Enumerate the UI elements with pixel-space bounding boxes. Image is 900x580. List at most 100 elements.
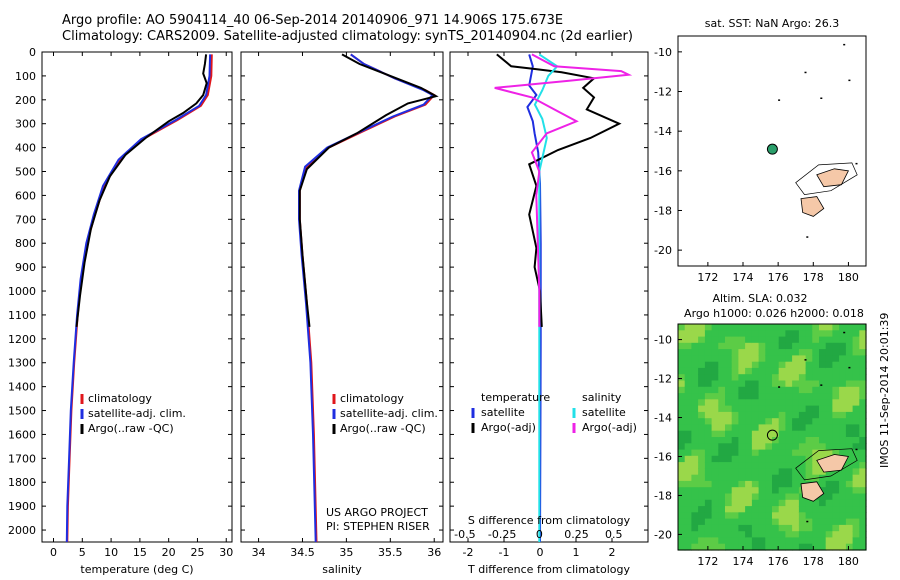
sla-cell bbox=[711, 531, 719, 539]
sla-cell bbox=[772, 367, 780, 375]
sla-cell bbox=[792, 374, 800, 382]
sla-cell bbox=[731, 361, 739, 369]
sla-cell bbox=[698, 324, 706, 331]
sla-cell bbox=[751, 474, 760, 482]
sla-cell bbox=[812, 330, 820, 338]
sla-cell bbox=[785, 443, 793, 451]
sla-cell bbox=[798, 455, 807, 463]
sla-cell bbox=[839, 386, 847, 394]
sla-cell bbox=[751, 524, 760, 532]
difference-legend-label: satellite bbox=[481, 406, 525, 419]
sla-cell bbox=[758, 411, 766, 419]
sla-cell bbox=[758, 380, 766, 388]
sla-cell bbox=[738, 355, 746, 363]
sla-cell bbox=[711, 342, 719, 350]
sla-cell bbox=[738, 405, 746, 413]
difference-legend-title-salinity: salinity bbox=[582, 391, 622, 404]
sla_map-small-island bbox=[804, 359, 807, 361]
sla-cell bbox=[704, 411, 713, 419]
sla-cell bbox=[684, 499, 692, 507]
sla-cell bbox=[765, 349, 773, 356]
sla-cell bbox=[684, 411, 692, 419]
sla-cell bbox=[798, 462, 807, 469]
sla-cell bbox=[704, 474, 713, 482]
sla-cell bbox=[772, 449, 780, 457]
sla-cell bbox=[785, 324, 793, 331]
sla-cell bbox=[745, 374, 753, 382]
sla-cell bbox=[839, 330, 847, 338]
sla-cell bbox=[839, 531, 847, 539]
sla-cell bbox=[718, 449, 726, 457]
sla-cell bbox=[745, 480, 753, 488]
sla-cell bbox=[718, 518, 726, 526]
sla-cell bbox=[812, 455, 820, 463]
sla-cell bbox=[812, 543, 820, 551]
sla-cell bbox=[805, 524, 813, 532]
sla-cell bbox=[792, 480, 800, 488]
sla-cell bbox=[832, 374, 840, 382]
sla-cell bbox=[772, 418, 780, 426]
sla-cell bbox=[845, 493, 854, 501]
sla-cell bbox=[745, 506, 753, 513]
sla-cell bbox=[691, 380, 699, 388]
sla-cell bbox=[772, 480, 780, 488]
sla-cell bbox=[832, 336, 840, 344]
sla-cell bbox=[751, 374, 760, 382]
sla-cell bbox=[678, 474, 686, 482]
sla-cell bbox=[852, 468, 860, 476]
sla-cell bbox=[812, 512, 820, 520]
sla-cell bbox=[798, 537, 807, 545]
header-line-1: Argo profile: AO 5904114_40 06-Sep-2014 … bbox=[62, 13, 564, 28]
sla-cell bbox=[738, 512, 746, 520]
sla-cell bbox=[852, 411, 860, 419]
sla-cell bbox=[725, 336, 733, 344]
sla-cell bbox=[805, 518, 813, 526]
sla-cell bbox=[725, 531, 733, 539]
sla-cell bbox=[691, 487, 699, 495]
sla-cell bbox=[758, 330, 766, 338]
sla-cell bbox=[785, 430, 793, 438]
depth-tick-label: 100 bbox=[15, 70, 36, 83]
sla-cell bbox=[859, 386, 867, 394]
sla-cell bbox=[772, 355, 780, 363]
sla-cell bbox=[698, 493, 706, 501]
sla-cell bbox=[751, 411, 760, 419]
sla-cell bbox=[684, 493, 692, 501]
sla-cell bbox=[785, 367, 793, 375]
sla-cell bbox=[684, 336, 692, 344]
temperature-series-satellite-adj-clim- bbox=[65, 54, 212, 543]
sla-cell bbox=[684, 512, 692, 520]
sla-cell bbox=[852, 518, 860, 526]
sla-cell bbox=[718, 524, 726, 532]
sla-cell bbox=[678, 518, 686, 526]
sla-cell bbox=[765, 361, 773, 369]
sla-cell bbox=[778, 405, 786, 413]
sla-cell bbox=[792, 405, 800, 413]
sla-cell bbox=[819, 474, 827, 482]
sla-cell bbox=[778, 437, 786, 444]
sla-cell bbox=[778, 349, 786, 356]
sla-cell bbox=[698, 468, 706, 476]
sla-cell bbox=[718, 324, 726, 331]
sla-cell bbox=[745, 418, 753, 426]
sla-cell bbox=[704, 380, 713, 388]
sla-cell bbox=[711, 512, 719, 520]
sla-cell bbox=[704, 324, 713, 331]
sla-cell bbox=[812, 399, 820, 407]
sla-cell bbox=[798, 524, 807, 532]
sla-cell bbox=[765, 393, 773, 400]
sla-cell bbox=[765, 330, 773, 338]
sla-cell bbox=[819, 512, 827, 520]
sla-cell bbox=[745, 499, 753, 507]
sla-cell bbox=[765, 499, 773, 507]
sla-cell bbox=[792, 531, 800, 539]
sla-cell bbox=[859, 399, 867, 407]
sla-cell bbox=[684, 349, 692, 356]
sla-cell bbox=[852, 480, 860, 488]
sla-cell bbox=[678, 462, 686, 469]
sla-cell bbox=[765, 411, 773, 419]
sla-cell bbox=[812, 380, 820, 388]
sla-cell bbox=[731, 386, 739, 394]
sla-cell bbox=[772, 524, 780, 532]
sla-cell bbox=[772, 374, 780, 382]
